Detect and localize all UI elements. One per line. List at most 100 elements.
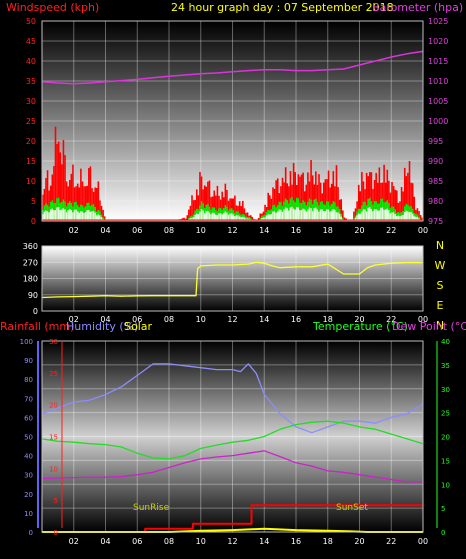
barometer-tick-label: 1015 — [428, 57, 448, 66]
wind-lull-bar — [61, 209, 63, 221]
direction-tick-label: 0 — [33, 307, 38, 316]
wind-lull-bar — [301, 210, 303, 221]
compass-label: N — [436, 239, 444, 252]
rain-tick-label: 30 — [49, 338, 58, 346]
barometer-axis-label: Barometer (hpa) — [372, 1, 463, 14]
wind-lull-bar — [64, 209, 66, 221]
wind-lull-bar — [280, 210, 282, 221]
wind-lull-bar — [321, 209, 323, 221]
humidity-tick-label: 80 — [24, 376, 33, 384]
temperature-tick-label: 5 — [441, 505, 445, 513]
wind-tick-label: 10 — [26, 177, 36, 186]
wind-lull-bar — [326, 209, 328, 221]
humidity-tick-label: 20 — [24, 491, 33, 499]
wind-lull-bar — [52, 209, 54, 221]
barometer-tick-label: 995 — [428, 137, 443, 146]
wind-lull-bar — [375, 209, 377, 221]
wind-lull-bar — [296, 207, 298, 221]
x-tick-label: 02 — [69, 226, 79, 235]
wind-lull-bar — [323, 211, 325, 221]
legend-rainfall: Rainfall (mm) — [0, 320, 74, 333]
temperature-tick-label: 30 — [441, 386, 450, 394]
x-tick-label: 00 — [418, 226, 428, 235]
wind-lull-bar — [279, 210, 281, 221]
temperature-tick-label: 10 — [441, 481, 450, 489]
x-tick-label: 16 — [291, 537, 301, 546]
x-tick-label: 12 — [227, 537, 237, 546]
wind-tick-label: 30 — [26, 97, 36, 106]
wind-tick-label: 40 — [26, 57, 36, 66]
barometer-tick-label: 1010 — [428, 77, 448, 86]
legend-dewpoint: Dew Point (°C) — [392, 320, 466, 333]
sunset-annotation: SunSet — [336, 503, 368, 513]
sunrise-annotation: SunRise — [133, 503, 170, 513]
compass-label: S — [437, 279, 444, 292]
wind-lull-bar — [379, 211, 381, 221]
x-tick-label: 10 — [196, 315, 206, 324]
x-tick-label: 14 — [259, 315, 269, 324]
x-tick-label: 20 — [354, 226, 364, 235]
barometer-tick-label: 1005 — [428, 97, 448, 106]
temperature-tick-label: 25 — [441, 410, 450, 418]
wind-lull-bar — [74, 210, 76, 221]
rain-tick-label: 15 — [49, 434, 58, 442]
wind-lull-bar — [207, 211, 209, 221]
humidity-tick-label: 50 — [24, 434, 33, 442]
temperature-tick-label: 0 — [441, 529, 445, 537]
wind-lull-bar — [93, 211, 95, 221]
wind-lull-bar — [63, 208, 65, 221]
wind-lull-bar — [334, 210, 336, 221]
direction-tick-label: 270 — [23, 258, 38, 267]
barometer-tick-label: 975 — [428, 217, 443, 226]
wind-lull-bar — [333, 209, 335, 221]
compass-label: E — [437, 299, 444, 312]
wind-lull-bar — [380, 208, 382, 221]
wind-lull-bar — [56, 207, 58, 221]
wind-lull-bar — [331, 211, 333, 221]
wind-lull-bar — [364, 209, 366, 221]
wind-tick-label: 50 — [26, 17, 36, 26]
wind-lull-bar — [369, 207, 371, 221]
rain-tick-label: 0 — [54, 529, 58, 537]
wind-lull-bar — [307, 210, 309, 221]
x-tick-label: 10 — [196, 226, 206, 235]
barometer-tick-label: 1000 — [428, 117, 448, 126]
wind-lull-bar — [385, 209, 387, 221]
wind-lull-bar — [382, 208, 384, 221]
direction-tick-label: 180 — [23, 275, 38, 284]
x-tick-label: 06 — [132, 226, 142, 235]
wind-lull-bar — [294, 210, 296, 221]
wind-lull-bar — [71, 210, 73, 221]
wind-lull-bar — [302, 209, 304, 221]
wind-lull-bar — [363, 209, 365, 221]
wind-lull-bar — [67, 210, 69, 221]
wind-lull-bar — [298, 207, 300, 221]
x-tick-label: 08 — [164, 537, 174, 546]
rain-tick-label: 5 — [54, 497, 58, 505]
wind-tick-label: 35 — [26, 77, 36, 86]
wind-lull-bar — [406, 211, 408, 221]
x-tick-label: 18 — [323, 226, 333, 235]
wind-tick-label: 15 — [26, 157, 36, 166]
x-tick-label: 14 — [259, 226, 269, 235]
barometer-tick-label: 985 — [428, 177, 443, 186]
wind-lull-bar — [69, 209, 71, 221]
compass-label: W — [435, 259, 446, 272]
wind-lull-bar — [309, 208, 311, 221]
wind-axis-label: Windspeed (kph) — [6, 1, 99, 14]
wind-tick-label: 5 — [31, 197, 36, 206]
legend-solar: Solar — [124, 320, 153, 333]
direction-tick-label: 90 — [28, 291, 38, 300]
rain-tick-label: 10 — [49, 465, 58, 473]
wind-lull-bar — [315, 208, 317, 221]
wind-lull-bar — [86, 210, 88, 221]
wind-lull-bar — [388, 210, 390, 221]
wind-lull-bar — [312, 211, 314, 221]
wind-lull-bar — [58, 207, 60, 221]
wind-lull-bar — [50, 210, 52, 221]
wind-lull-bar — [383, 210, 385, 221]
humidity-tick-label: 60 — [24, 414, 33, 422]
wind-lull-bar — [290, 207, 292, 221]
wind-lull-bar — [291, 207, 293, 221]
